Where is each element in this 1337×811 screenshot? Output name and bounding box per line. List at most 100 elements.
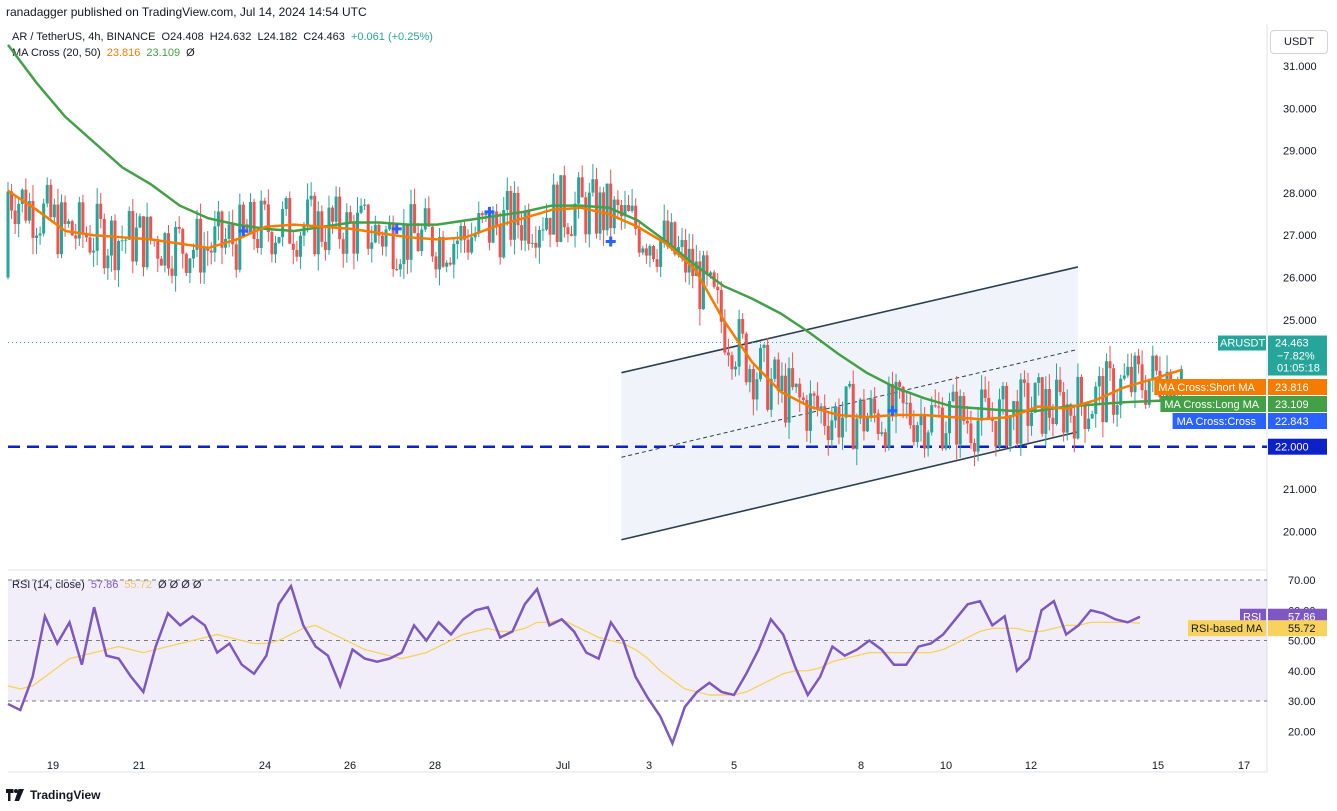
ma-price-value: 22.843 — [1275, 416, 1309, 428]
candle-body — [220, 211, 224, 248]
candle-body — [202, 247, 206, 273]
candle-body — [127, 211, 131, 240]
candle-body — [441, 236, 445, 267]
tradingview-logo-icon — [6, 789, 24, 801]
candle-body — [266, 204, 270, 233]
candle-body — [295, 249, 299, 257]
candle-body — [42, 203, 46, 234]
candle-body — [769, 378, 773, 410]
candle-body — [791, 368, 795, 388]
candle-body — [341, 239, 345, 254]
candle-body — [673, 222, 677, 255]
candle-body — [27, 200, 31, 221]
channel-lower-line — [621, 431, 1079, 541]
candle-body — [1005, 385, 1009, 447]
price-tick-label: 31.000 — [1283, 61, 1317, 73]
ma-label[interactable]: MA Cross (20, 50) — [12, 47, 101, 59]
candle-body — [630, 205, 634, 211]
last-price-value: 24.463 — [1275, 338, 1309, 350]
candle-body — [776, 359, 780, 392]
candle-body — [798, 383, 802, 398]
candle-body — [997, 399, 1001, 447]
candle-body — [520, 225, 524, 241]
candle-body — [545, 217, 549, 230]
candle-body — [637, 228, 641, 253]
candle-body — [67, 221, 71, 225]
candle-body — [56, 204, 60, 255]
candle-body — [709, 272, 713, 276]
candle-body — [1058, 379, 1062, 392]
candle-body — [1040, 377, 1044, 434]
candle-body — [534, 242, 538, 248]
candle-body — [309, 195, 313, 200]
ohlc-open: O24.408 — [161, 31, 204, 43]
candle-body — [669, 222, 673, 247]
candle-body — [662, 220, 666, 241]
candle-body — [380, 235, 384, 247]
ohlc-change: +0.061 (+0.25%) — [350, 31, 433, 43]
candle-body — [1087, 418, 1091, 429]
rsi-ma-value: 55.72 — [124, 579, 152, 591]
candle-body — [273, 242, 277, 255]
candle-body — [256, 239, 260, 248]
candle-body — [1076, 376, 1080, 439]
ma-extra: Ø — [186, 47, 195, 59]
candle-body — [762, 344, 766, 348]
candle-body — [480, 213, 484, 216]
candle-body — [748, 369, 752, 383]
candle-body — [680, 239, 684, 248]
candle-body — [726, 352, 730, 356]
candle-body — [288, 198, 292, 244]
candle-body — [1015, 401, 1019, 444]
candle-body — [1079, 376, 1083, 406]
candle-body — [591, 179, 595, 193]
time-tick-label: 26 — [344, 760, 356, 772]
footer-brand[interactable]: TradingView — [30, 788, 101, 802]
candle-body — [63, 202, 67, 225]
candle-body — [352, 221, 356, 254]
candle-body — [1097, 376, 1101, 387]
candle-body — [77, 202, 81, 239]
candle-body — [794, 383, 798, 388]
currency-button[interactable]: USDT — [1270, 30, 1328, 54]
candle-body — [438, 236, 442, 270]
candle-body — [716, 286, 720, 291]
last-price-name-bg — [1218, 335, 1266, 351]
candle-body — [377, 224, 381, 236]
candle-body — [783, 375, 787, 423]
candle-body — [816, 395, 820, 410]
rsi-ma-name: RSI-based MA — [1191, 623, 1263, 635]
candle-body — [548, 217, 552, 235]
candle-body — [302, 225, 306, 236]
candle-body — [49, 184, 53, 218]
publisher-line: ranadagger published on TradingView.com,… — [6, 5, 367, 19]
candle-body — [306, 199, 310, 226]
candle-body — [1090, 414, 1094, 419]
candle-body — [416, 233, 420, 251]
candle-body — [858, 399, 862, 419]
candle-body — [209, 250, 213, 253]
candle-body — [395, 269, 399, 271]
last-price-label: ARUSDT 24.463−7.82%01:05:18 — [1218, 335, 1327, 376]
candle-body — [206, 247, 210, 251]
candle-body — [1144, 390, 1148, 405]
candle-body — [291, 243, 295, 250]
candle-body — [587, 192, 591, 235]
candle-body — [855, 418, 859, 450]
rsi-label[interactable]: RSI (14, close) — [12, 579, 85, 591]
candle-body — [1055, 379, 1059, 425]
symbol-title[interactable]: AR / TetherUS, 4h, BINANCE — [12, 31, 156, 43]
candle-body — [470, 237, 474, 253]
candle-body — [890, 384, 894, 417]
candle-body — [427, 208, 431, 227]
candle-body — [1008, 415, 1012, 447]
time-tick-label: 28 — [429, 760, 441, 772]
candle-body — [898, 381, 902, 387]
candle-body — [234, 244, 238, 270]
last-price-extra: −7.82% — [1277, 351, 1315, 363]
time-tick-label: 10 — [940, 760, 952, 772]
candle-body — [195, 218, 199, 250]
candle-body — [484, 211, 488, 216]
